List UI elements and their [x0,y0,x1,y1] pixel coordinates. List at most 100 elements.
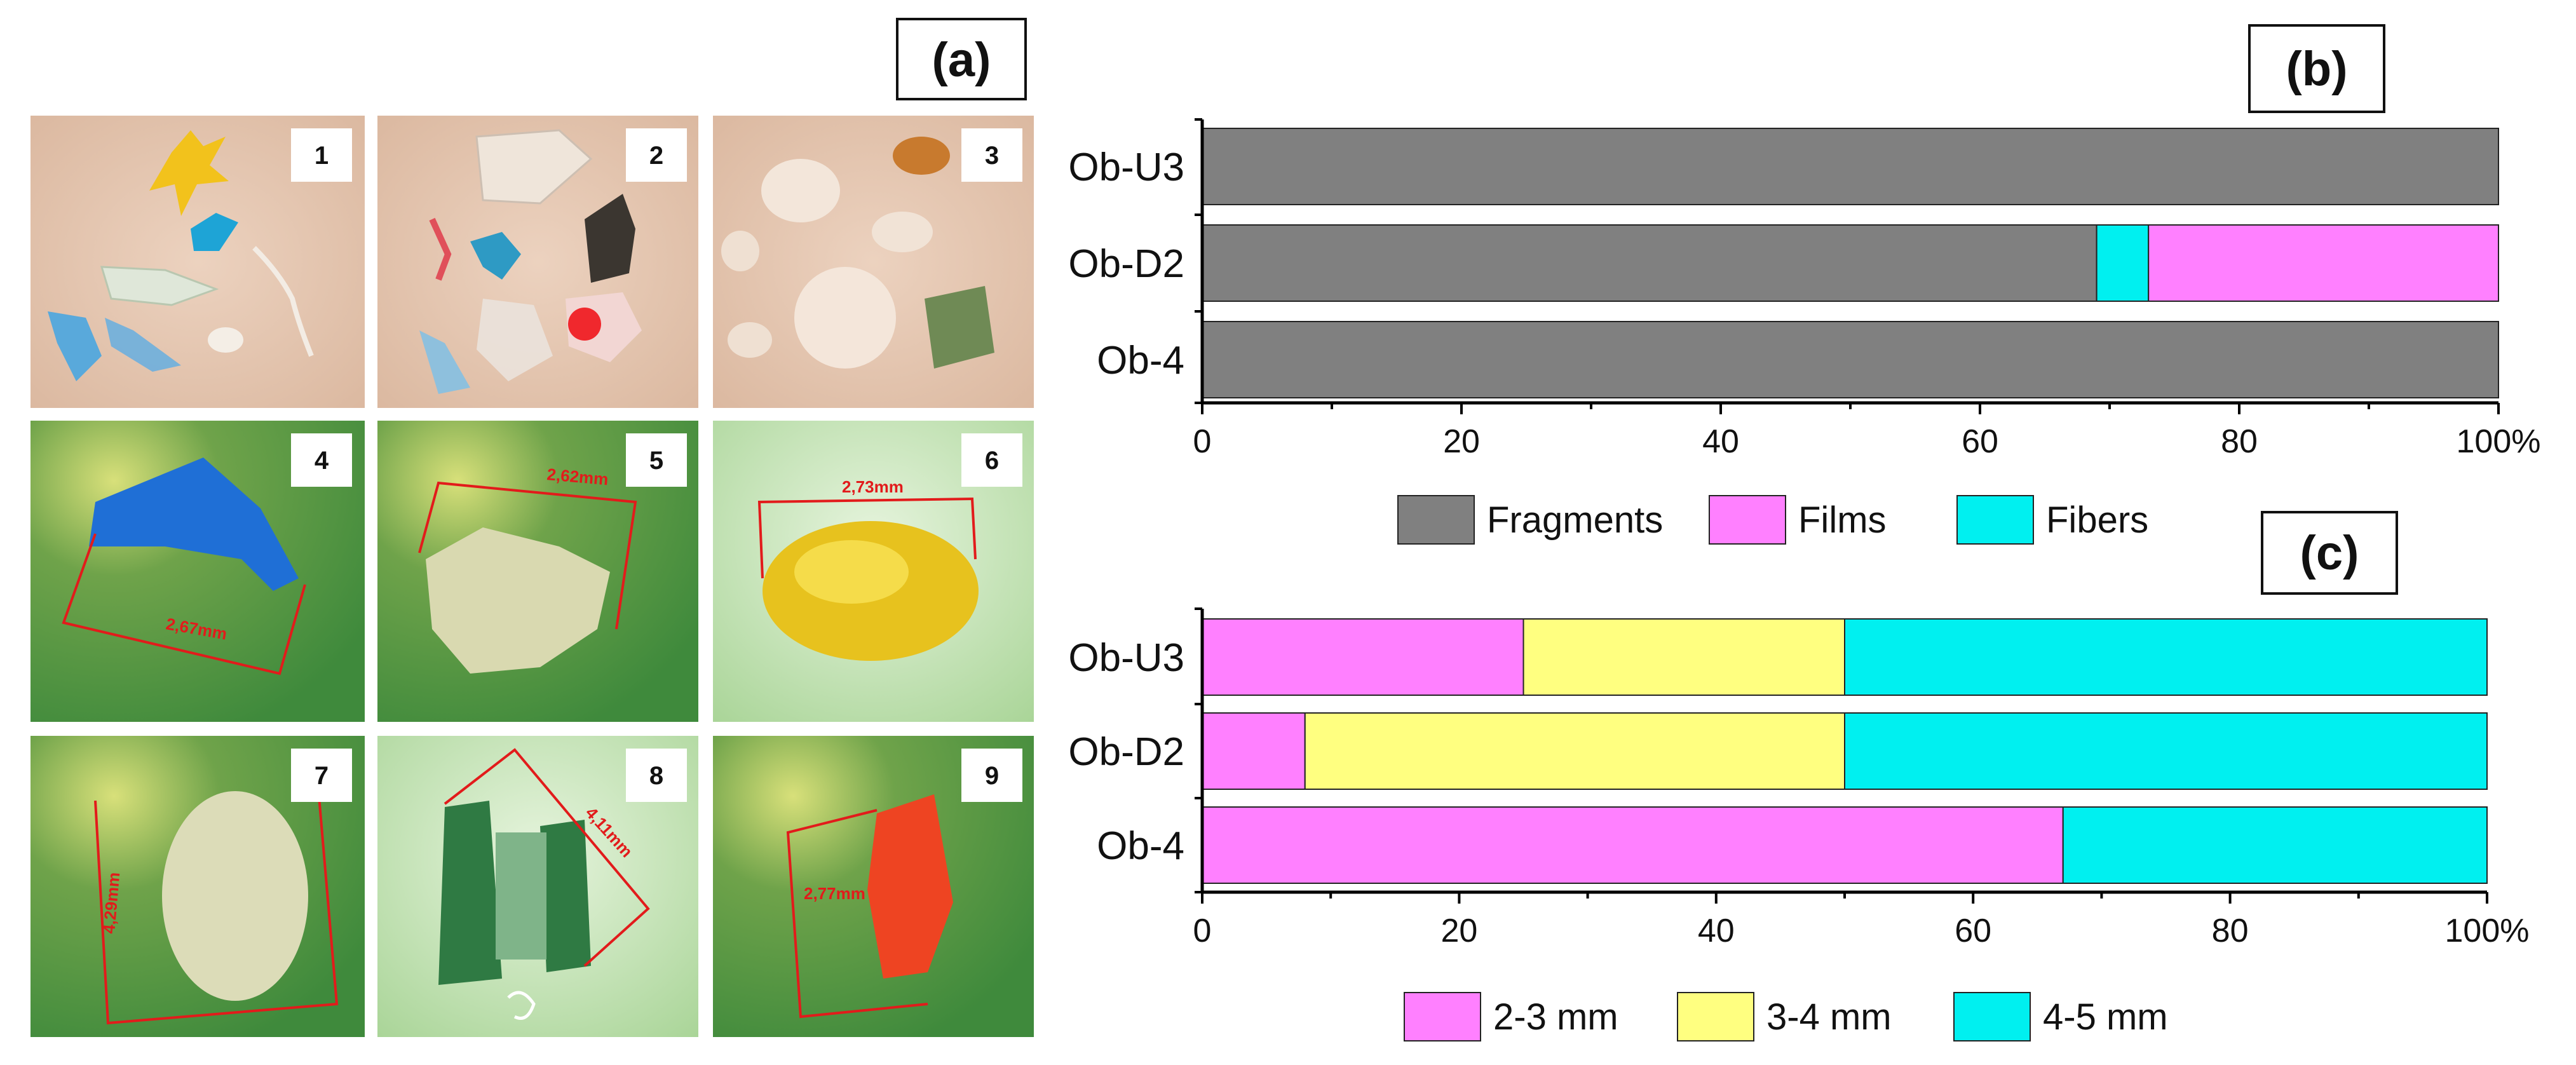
foam-fragment [761,159,840,222]
legend-label: Fragments [1487,499,1663,541]
photo-tile-3: 3 [713,116,1034,408]
x-tick-label: 60 [1955,912,1991,949]
green-fragment [925,286,994,369]
tile-number-box [291,128,352,182]
clear-fragment [100,266,219,306]
green-fragment [438,801,502,985]
panel-a-label-box [896,18,1027,100]
foam-fragment [721,231,759,271]
x-tick-label: 20 [1441,912,1477,949]
photo-tile-8: 4,11mm 8 [377,736,698,1037]
category-label: Ob-D2 [1068,242,1184,286]
panel-b: (b) Ob-U3 Ob-D2 Ob-4 0 20 40 60 80 100% Fragment… [1068,24,2541,545]
tile-number-box [626,433,687,487]
measure-label: 2,77mm [804,884,865,903]
foam-fragment [162,791,308,1001]
category-label: Ob-U3 [1068,146,1184,189]
red-fragment [867,794,953,979]
legend-swatch-fragments [1397,495,1475,545]
x-tick-label: 80 [2221,423,2258,460]
panel-a-label: (a) [932,33,991,87]
bar-segment-3-4-mm [1304,712,1845,790]
bar-segment-4-5-mm [1844,712,2488,790]
tile-number: 2 [649,142,663,170]
tile-number: 1 [315,142,329,170]
yellow-fragment-detail [794,540,909,604]
x-tick-label: 20 [1443,423,1480,460]
tile-number: 6 [985,447,999,475]
measure-outline [444,748,650,967]
measure-outline [62,533,306,675]
tile-number: 9 [985,762,999,790]
x-tick-label: 100% [2445,912,2530,949]
foam-fragment [728,322,772,358]
tile-number: 5 [649,447,663,475]
tile-number: 7 [315,762,329,790]
white-thread [507,991,536,1020]
foam-fragment [426,527,610,674]
photo-tile-6: 2,73mm 6 [713,421,1034,722]
legend-label: Fibers [2046,499,2148,541]
category-label: Ob-4 [1097,339,1184,383]
tile-number-box [961,433,1022,487]
category-label: Ob-4 [1097,824,1184,868]
clear-film [475,129,593,205]
clear-piece [477,299,553,381]
category-label: Ob-U3 [1068,636,1184,680]
white-fiber [252,246,314,357]
foam-fragment [872,212,933,252]
blue-fragment [191,213,238,251]
tile-number-box [626,749,687,802]
bar-segment-fibers [2096,224,2150,302]
blue-film [419,330,470,394]
panel-c: (c) Ob-U3 Ob-D2 Ob-4 0 20 40 60 80 100% 2-3 mm 3-… [1068,511,2530,1041]
legend-swatch-fibers [1956,495,2034,545]
legend-c: 2-3 mm 3-4 mm 4-5 mm [1404,992,2168,1041]
bar-segment-fragments [1202,128,2499,205]
legend-label: 4-5 mm [2043,996,2168,1038]
bar-segment-3-4-mm [1522,618,1845,696]
panel-b-label: (b) [2286,42,2347,96]
photo-tile-7: 4,29mm 7 [31,736,365,1037]
x-tick-label: 0 [1193,423,1212,460]
photo-tile-2: 2 [377,116,698,408]
tile-number: 8 [649,762,663,790]
legend-b: Fragments Films Fibers [1397,495,2148,545]
bar-segment-2-3-mm [1202,618,1524,696]
x-tick-label: 0 [1193,912,1212,949]
x-tick-label: 60 [1962,423,1998,460]
x-tick-label: 40 [1698,912,1735,949]
measure-outline [757,497,977,579]
legend-swatch-4-5-mm [1953,992,2031,1041]
bar-segment-2-3-mm [1202,712,1306,790]
x-tick-label: 100% [2457,423,2541,460]
red-spot [568,308,601,341]
measure-label: 2,73mm [842,477,904,496]
panel-a: (a) 1 2 [31,18,1034,1037]
measure-outline [94,781,339,1025]
tile-number-box [626,128,687,182]
tile-number: 4 [315,447,329,475]
panel-c-label: (c) [2300,526,2359,580]
bar-segment-2-3-mm [1202,806,2064,884]
tile-number-box [291,433,352,487]
photo-tile-9: 2,77mm 9 [713,736,1034,1037]
legend-label: Films [1798,499,1887,541]
photo-tile-1: 1 [31,116,365,408]
green-fragment [540,820,591,972]
tile-number-box [961,128,1022,182]
panel-c-label-box [2261,511,2398,595]
foam-fragment [794,267,896,369]
blue-fragment [470,232,521,280]
legend-label: 2-3 mm [1493,996,1618,1038]
orange-fragment [893,137,950,175]
chart-c: Ob-U3 Ob-D2 Ob-4 0 20 40 60 80 100% [1068,607,2530,949]
bar-segment-films [2148,224,2499,302]
red-fiber [429,217,452,281]
dark-fragment [585,194,635,283]
photo-tile-5: 2,62mm 5 [377,421,698,722]
blue-film [48,311,102,381]
bar-segment-fragments [1202,321,2499,398]
legend-swatch-3-4-mm [1677,992,1754,1041]
